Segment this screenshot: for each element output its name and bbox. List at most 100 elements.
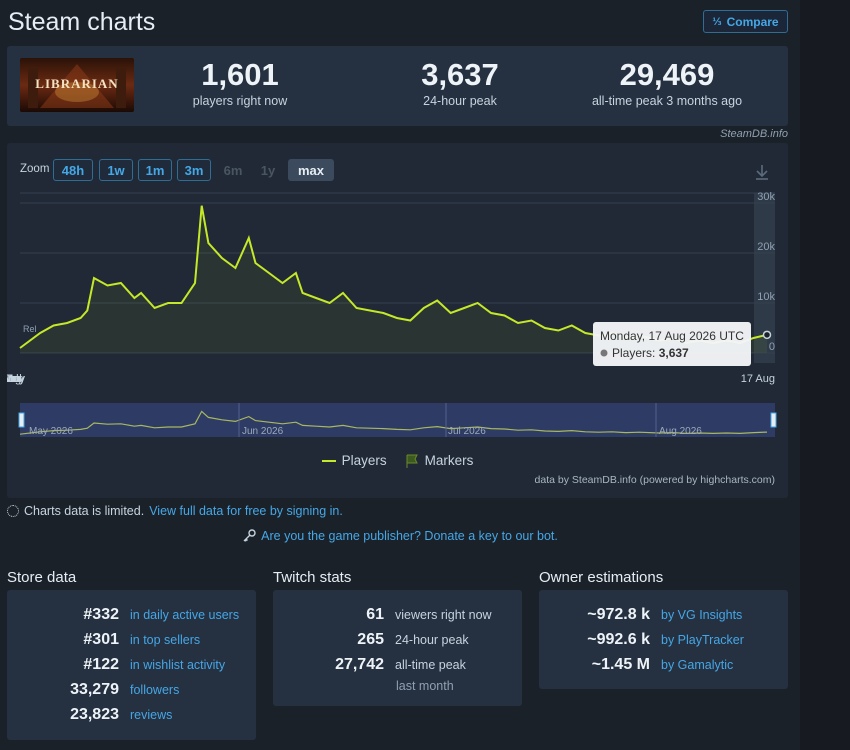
tooltip-series: Players: [612, 346, 652, 360]
y-tick-label: 30k: [757, 191, 775, 203]
x-tick-label: 6 Jul: [7, 373, 19, 385]
players-area: [20, 205, 767, 353]
compare-button[interactable]: ⅓ Compare: [703, 10, 788, 33]
gamalytic-link[interactable]: by Gamalytic: [661, 658, 734, 672]
navigator-left-handle: [18, 412, 25, 428]
x-tick-label: 3 Aug: [7, 373, 21, 385]
peak-24h-value: 3,637: [421, 57, 499, 92]
wishlist-activity-link[interactable]: in wishlist activity: [130, 658, 226, 672]
store-row-wishlist: #122 in wishlist activity: [83, 656, 226, 673]
x-tick-label: 25 May: [7, 373, 26, 385]
flag-icon: [406, 454, 418, 468]
chart-tooltip: Monday, 17 Aug 2026 UTC Players: 3,637: [593, 322, 751, 366]
owner-row-vginsights: ~972.8 k by VG Insights: [587, 606, 743, 623]
all-time-peak-stat: 29,469 all-time peak 3 months ago: [582, 57, 752, 109]
navigator-label-aug: Aug 2026: [659, 426, 702, 437]
svg-text:LIBRARIAN: LIBRARIAN: [35, 76, 118, 91]
zoom-1m-button[interactable]: 1m: [138, 159, 172, 181]
players-now-value: 1,601: [201, 57, 279, 92]
peak-24h-stat: 3,637 24-hour peak: [385, 57, 535, 109]
tooltip-date: Monday, 17 Aug 2026 UTC: [600, 329, 744, 343]
y-tick-label: 10k: [757, 291, 775, 303]
owner-estimations-card: ~972.8 k by VG Insights ~992.6 k by PlayTr…: [539, 590, 788, 689]
chart-navigator[interactable]: May 2026 Jun 2026 Jul 2026 Aug 2026: [18, 403, 777, 437]
steamdb-credit: SteamDB.info: [720, 128, 788, 140]
x-tick-label: 20 Jul: [7, 373, 22, 385]
owner-estimations-title: Owner estimations: [539, 569, 664, 586]
store-data-title: Store data: [7, 569, 77, 586]
navigator-label-jun: Jun 2026: [242, 426, 284, 437]
navigator-right-handle: [770, 412, 777, 428]
limited-notice: Charts data is limited. View full data f…: [7, 504, 343, 518]
chart-legend: Players Markers: [7, 453, 788, 468]
y-axis-labels: 0 10k 20k 30k: [757, 191, 775, 353]
top-sellers-link[interactable]: in top sellers: [130, 633, 201, 647]
reviews-link[interactable]: reviews: [130, 708, 173, 722]
daily-active-users-link[interactable]: in daily active users: [130, 608, 240, 622]
all-time-peak-label: all-time peak 3 months ago: [591, 94, 743, 108]
download-icon[interactable]: [753, 163, 771, 181]
twitch-stats-card: 61 viewers right now 265 24-hour peak 27,7…: [273, 590, 522, 706]
store-row-followers: 33,279 followers: [70, 681, 180, 698]
owner-row-playtracker: ~992.6 k by PlayTracker: [587, 631, 744, 648]
chart-panel: Zoom 48h 1w 1m 3m 6m 1y max 0 10k 20k 30k R…: [7, 143, 788, 498]
legend-players[interactable]: Players: [321, 453, 387, 468]
x-tick-label: 11 May: [7, 373, 25, 385]
legend-markers-label: Markers: [424, 453, 474, 468]
players-now-label: players right now: [192, 94, 288, 108]
twitch-alltime-note: last month: [396, 679, 454, 693]
zoom-6m-button: 6m: [223, 162, 243, 178]
zoom-1w-button[interactable]: 1w: [99, 159, 133, 181]
vg-insights-link[interactable]: by VG Insights: [661, 608, 743, 622]
chart-right-band: [754, 193, 775, 363]
tooltip-value: 3,637: [659, 346, 689, 360]
followers-link[interactable]: followers: [130, 683, 180, 697]
navigator-label-may: May 2026: [29, 426, 73, 437]
svg-text:Players: 3,637: Players: 3,637: [612, 346, 689, 360]
players-line-icon: [321, 459, 336, 462]
zoom-max-button[interactable]: max: [288, 159, 334, 181]
legend-players-label: Players: [341, 453, 387, 468]
zoom-1y-button: 1y: [260, 162, 276, 178]
tooltip-marker-icon: [600, 349, 608, 357]
dotted-circle-icon: [7, 505, 19, 517]
publisher-link[interactable]: Are you the game publisher? Donate a key…: [261, 529, 558, 543]
peak-24h-label: 24-hour peak: [423, 94, 497, 108]
x-tick-label: 22 Jun: [7, 373, 24, 385]
limited-text: Charts data is limited.: [24, 504, 145, 518]
scrollbar-track[interactable]: [800, 0, 850, 750]
x-tick-label: 8 Jun: [7, 373, 20, 385]
y-tick-label: 0: [769, 341, 775, 353]
key-icon: [243, 529, 256, 542]
rel-label: Rel: [23, 324, 37, 334]
legend-markers[interactable]: Markers: [405, 453, 474, 468]
players-now-stat: 1,601 players right now: [165, 57, 315, 109]
publisher-notice: Are you the game publisher? Donate a key…: [0, 529, 800, 543]
store-data-card: #332 in daily active users #301 in top sel…: [7, 590, 256, 740]
all-time-peak-value: 29,469: [619, 57, 715, 92]
playtracker-link[interactable]: by PlayTracker: [661, 633, 744, 647]
x-tick-label: 17 Aug: [741, 373, 775, 385]
twitch-row-peak: 265 24-hour peak: [357, 631, 469, 648]
main-content: Steam charts ⅓ Compare LIBRARIAN: [0, 8, 800, 740]
store-row-reviews: 23,823 reviews: [70, 706, 173, 723]
zoom-3m-button[interactable]: 3m: [177, 159, 211, 181]
player-chart[interactable]: 0 10k 20k 30k Rel 11 May25 May8 Jun22 Jun6 …: [7, 143, 788, 448]
game-logo-image: LIBRARIAN: [20, 58, 134, 112]
game-thumbnail[interactable]: LIBRARIAN: [20, 58, 134, 112]
compare-icon: ⅓: [712, 15, 722, 28]
twitch-stats-title: Twitch stats: [273, 569, 352, 586]
navigator-label-jul: Jul 2026: [448, 426, 486, 437]
chart-credit: data by SteamDB.info (powered by highcha…: [534, 474, 775, 486]
sign-in-link[interactable]: View full data for free by signing in.: [149, 504, 343, 518]
twitch-row-alltime: 27,742 all-time peak: [335, 656, 466, 673]
player-stats-panel: LIBRARIAN 1,601 players right now 3,637 …: [7, 46, 788, 126]
page-title: Steam charts: [8, 8, 156, 36]
zoom-label: Zoom: [20, 163, 50, 175]
twitch-row-viewers: 61 viewers right now: [366, 606, 492, 623]
chart-endpoint-marker: [762, 330, 772, 340]
compare-label: Compare: [726, 14, 779, 29]
zoom-48h-button[interactable]: 48h: [53, 159, 93, 181]
